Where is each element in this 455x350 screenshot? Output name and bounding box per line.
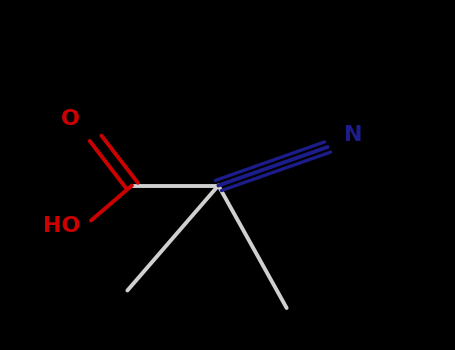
Text: N: N — [344, 125, 362, 145]
Text: O: O — [61, 109, 80, 129]
Text: HO: HO — [43, 216, 81, 236]
